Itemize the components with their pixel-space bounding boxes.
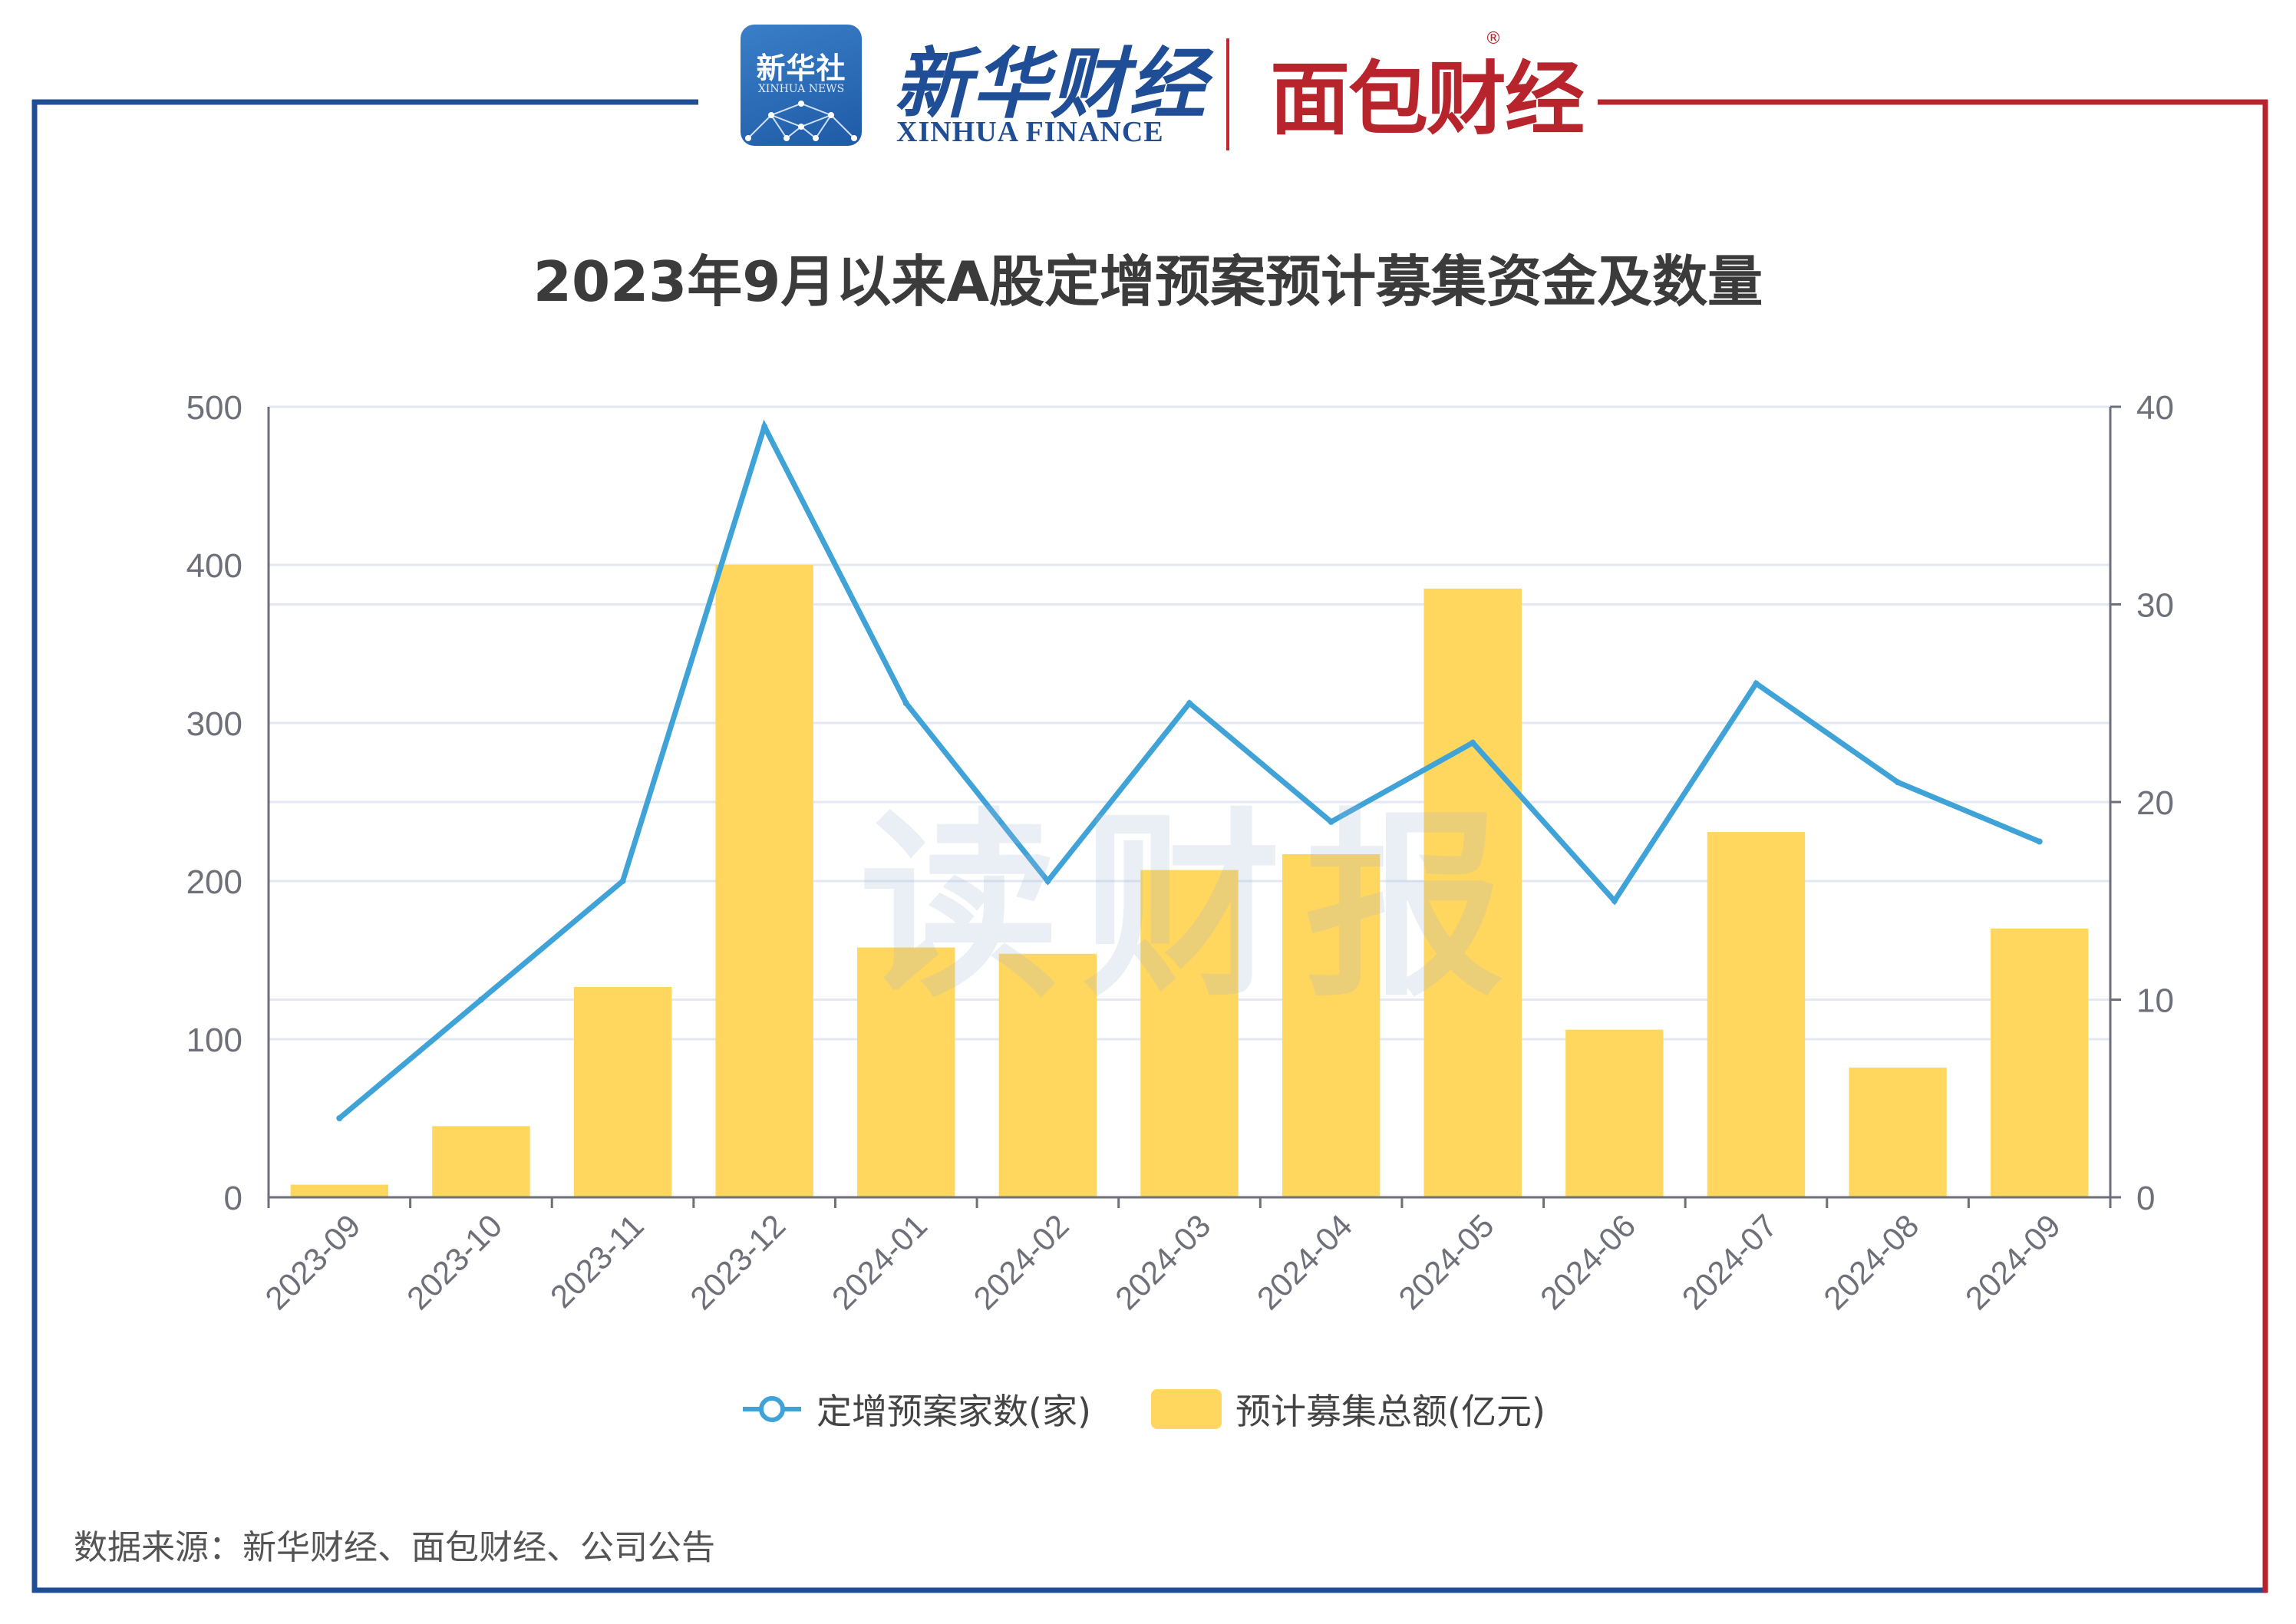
- line-point: [477, 996, 484, 1003]
- legend-bar-icon: [1151, 1389, 1222, 1429]
- bar: [1849, 1068, 1947, 1197]
- x-tick-label: 2024-07: [1675, 1207, 1784, 1316]
- x-tick-label: 2024-06: [1533, 1207, 1642, 1316]
- y-right-tick-label: 20: [2136, 784, 2174, 822]
- x-tick-label: 2024-09: [1958, 1207, 2067, 1316]
- bar: [1707, 832, 1806, 1197]
- chart-title: 2023年9月以来A股定增预案预计募集资金及数量: [533, 249, 1763, 314]
- y-left-tick-label: 100: [186, 1022, 242, 1059]
- x-tick-label: 2023-10: [400, 1207, 509, 1316]
- xinhua-finance-logo-cn: 新华财经: [894, 38, 1207, 129]
- line-point: [1328, 818, 1334, 825]
- legend-label-line: 定增预案家数(家): [816, 1391, 1091, 1432]
- line-point: [1186, 700, 1193, 707]
- x-tick-label: 2023-09: [258, 1207, 367, 1316]
- y-left-tick-label: 0: [224, 1180, 242, 1217]
- y-left-tick-label: 400: [186, 547, 242, 585]
- line-point: [336, 1115, 343, 1121]
- data-source: 数据来源：新华财经、面包财经、公司公告: [74, 1528, 715, 1567]
- legend-item-line[interactable]: 定增预案家数(家): [741, 1386, 1091, 1432]
- bar: [1423, 588, 1522, 1197]
- xinhua-logo-cn: 新华社: [756, 51, 846, 85]
- y-left-tick-label: 200: [186, 863, 242, 901]
- xinhua-finance-logo-en: XINHUA FINANCE: [896, 116, 1164, 148]
- y-left-tick-label: 300: [186, 705, 242, 743]
- bar: [1991, 928, 2089, 1197]
- x-tick-label: 2024-03: [1108, 1207, 1217, 1316]
- y-right-tick-label: 30: [2136, 587, 2174, 625]
- line-point: [902, 700, 909, 707]
- legend-item-bar[interactable]: 预计募集总额(亿元): [1151, 1386, 1546, 1432]
- legend-label-bar: 预计募集总额(亿元): [1235, 1391, 1546, 1432]
- line-point: [1753, 680, 1760, 687]
- x-tick-label: 2023-12: [683, 1207, 792, 1316]
- x-tick-label: 2023-11: [543, 1207, 651, 1315]
- x-tick-label: 2024-02: [967, 1207, 1076, 1316]
- legend-line-icon: [743, 1396, 801, 1422]
- line-point: [1895, 779, 1902, 786]
- line-point: [2036, 838, 2043, 845]
- logo-divider: [1226, 38, 1229, 150]
- y-right-tick-label: 10: [2136, 982, 2174, 1020]
- xinhua-news-logo: 新华社 XINHUA NEWS: [741, 25, 862, 146]
- xinhua-logo-en: XINHUA NEWS: [757, 83, 845, 95]
- bar: [715, 565, 813, 1197]
- bar: [1565, 1029, 1664, 1197]
- header: 新华社 XINHUA NEWS 新华财经 XINHUA FINANCE 面包财经…: [0, 0, 2296, 161]
- x-tick-label: 2024-04: [1250, 1207, 1359, 1316]
- bar: [857, 947, 955, 1197]
- network-icon: [745, 101, 857, 141]
- line-point: [761, 423, 768, 430]
- mianbao-finance-logo: 面包财经: [1270, 52, 1585, 146]
- bar: [573, 987, 672, 1197]
- y-right-tick-label: 40: [2136, 389, 2174, 427]
- line-point: [1044, 878, 1051, 884]
- x-tick-label: 2024-01: [825, 1207, 934, 1316]
- x-tick-label: 2024-05: [1391, 1207, 1500, 1316]
- bar: [432, 1126, 530, 1197]
- y-right-tick-label: 0: [2136, 1180, 2155, 1217]
- line-point: [619, 878, 626, 884]
- x-tick-label: 2024-08: [1816, 1207, 1925, 1316]
- bar: [998, 953, 1097, 1197]
- line-point: [1611, 897, 1618, 904]
- registered-mark: ®: [1485, 29, 1502, 48]
- y-left-tick-label: 500: [186, 389, 242, 427]
- bar: [1282, 853, 1381, 1197]
- bar: [1140, 870, 1239, 1197]
- line-point: [1470, 739, 1476, 746]
- bar: [290, 1184, 388, 1197]
